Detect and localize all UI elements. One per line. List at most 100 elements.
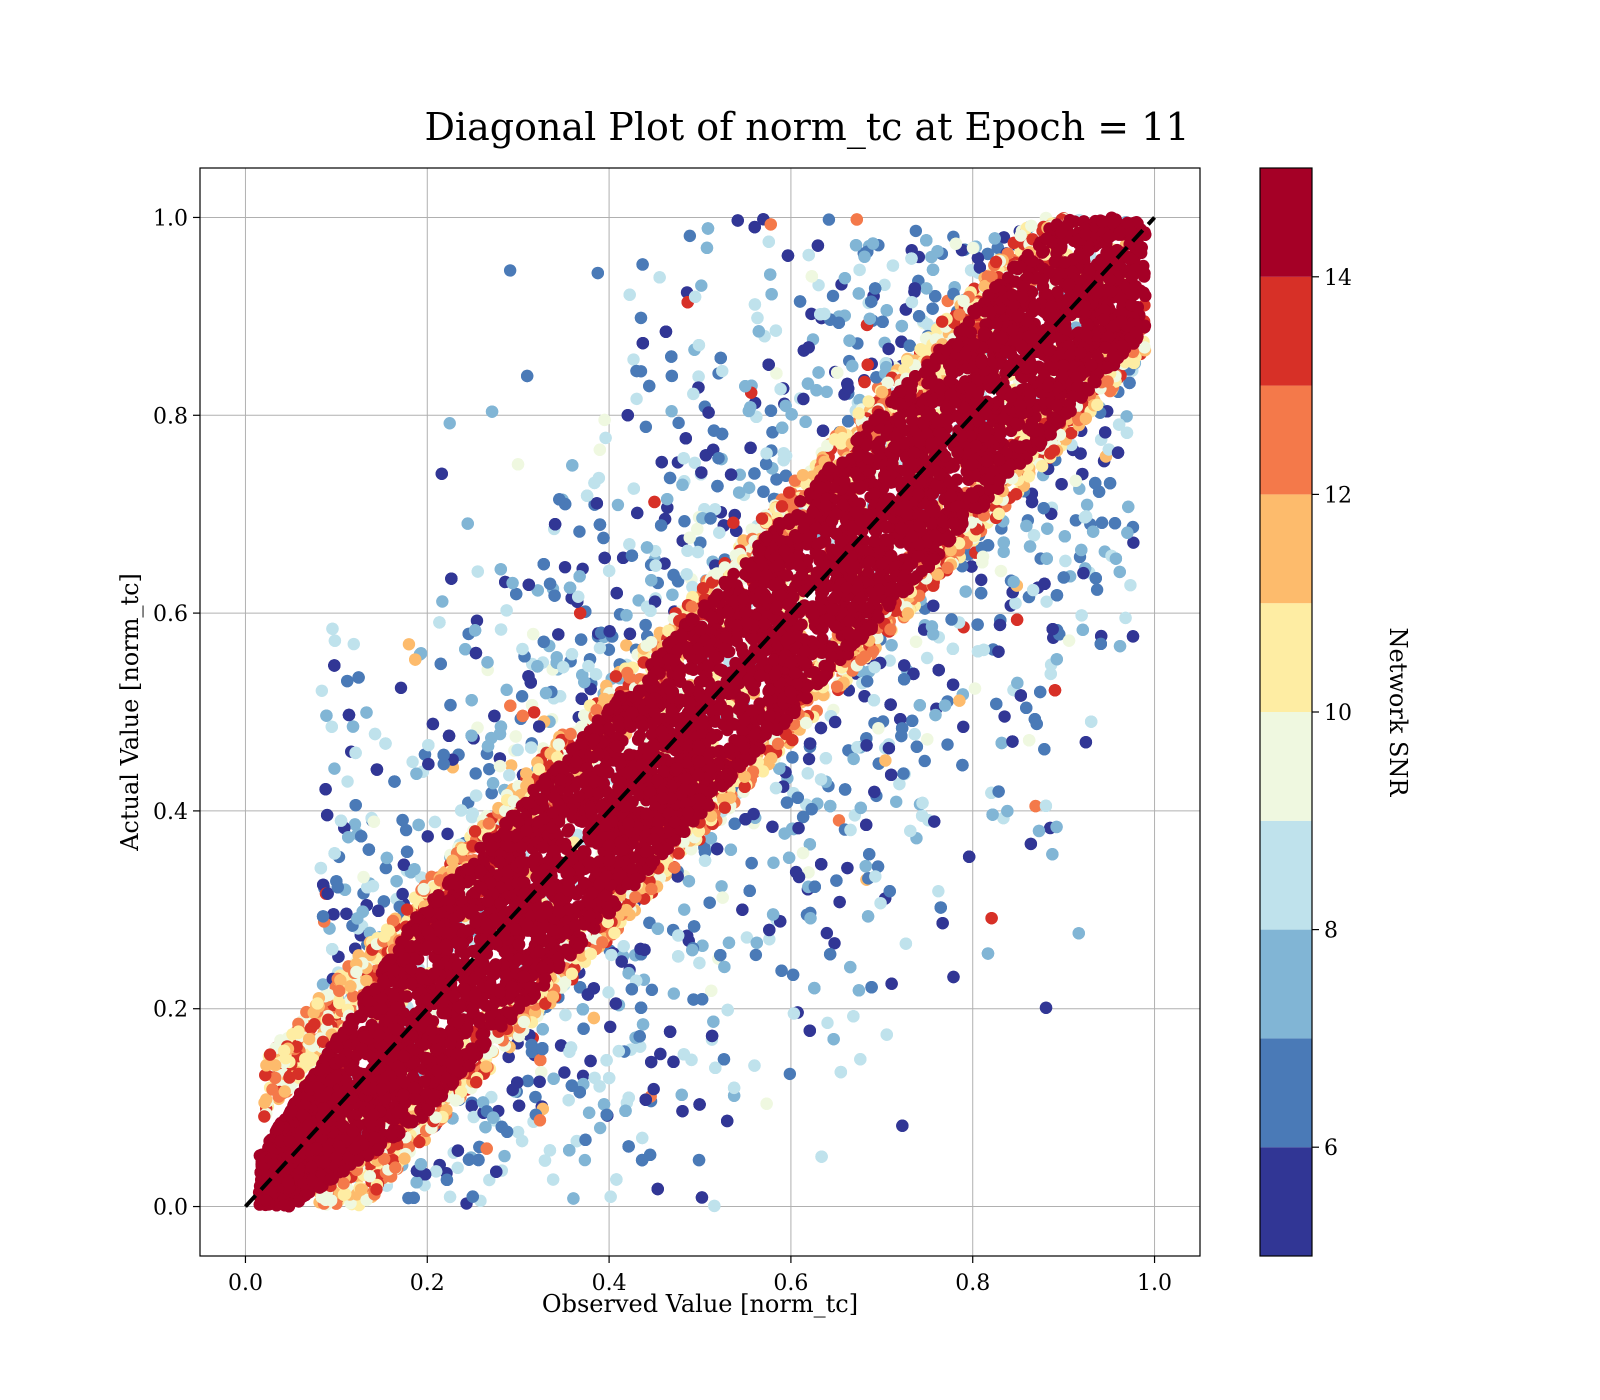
scatter-point — [632, 594, 645, 607]
scatter-point — [370, 763, 384, 776]
scatter-point — [1024, 837, 1038, 851]
scatter-point — [739, 380, 752, 393]
scatter-point — [442, 729, 456, 743]
scatter-point — [679, 432, 693, 445]
scatter-point — [1022, 734, 1036, 747]
scatter-point — [533, 1114, 547, 1127]
scatter-point — [860, 739, 873, 752]
scatter-point — [688, 290, 702, 304]
scatter-point — [931, 245, 944, 258]
scatter-point — [665, 350, 678, 363]
scatter-point — [672, 929, 685, 942]
scatter-point — [321, 887, 334, 900]
scatter-point — [1010, 613, 1024, 626]
scatter-point — [590, 497, 604, 510]
scatter-point — [546, 1173, 560, 1186]
scatter-point — [1034, 685, 1047, 699]
scatter-point — [885, 977, 898, 990]
scatter-point — [436, 595, 449, 608]
scatter-point — [461, 517, 474, 530]
scatter-point — [710, 842, 724, 856]
scatter-point — [896, 1119, 909, 1132]
scatter-point — [695, 466, 708, 479]
scatter-point — [587, 1011, 601, 1025]
scatter-point — [786, 968, 800, 982]
scatter-point — [868, 785, 881, 799]
scatter-point — [576, 1003, 590, 1016]
scatter-point — [1076, 623, 1090, 637]
scatter-point — [1048, 684, 1062, 697]
scatter-point — [865, 295, 878, 308]
scatter-point — [860, 818, 873, 832]
scatter-point — [579, 1133, 592, 1147]
scatter-point — [342, 708, 356, 722]
scatter-point — [897, 673, 911, 686]
scatter-point — [1095, 516, 1109, 529]
scatter-point — [1072, 927, 1085, 940]
scatter-point — [433, 616, 446, 629]
scatter-point — [742, 481, 756, 494]
scatter-point — [1098, 426, 1112, 439]
scatter-point — [713, 526, 726, 539]
scatter-point — [949, 237, 963, 250]
scatter-point — [526, 627, 540, 641]
scatter-point — [485, 405, 499, 418]
scatter-point — [716, 364, 729, 378]
scatter-point — [352, 671, 365, 684]
scatter-point — [522, 578, 536, 592]
scatter-point — [505, 759, 518, 772]
scatter-point — [1108, 517, 1122, 530]
scatter-point — [687, 920, 701, 933]
scatter-point — [486, 1111, 500, 1124]
scatter-point — [744, 441, 757, 455]
scatter-point — [1086, 525, 1100, 538]
scatter-point — [820, 385, 833, 399]
scatter-point — [715, 880, 728, 893]
scatter-point — [604, 1190, 617, 1203]
scatter-point — [766, 820, 779, 833]
scatter-point — [743, 884, 756, 898]
scatter-point — [770, 473, 783, 486]
scatter-point — [1025, 495, 1039, 509]
scatter-point — [751, 311, 764, 325]
scatter-point — [399, 823, 413, 837]
scatter-point — [692, 370, 705, 383]
scatter-point — [828, 937, 841, 950]
scatter-point — [1009, 597, 1022, 610]
scatter-point — [1059, 554, 1072, 568]
scatter-point — [867, 694, 881, 707]
scatter-point — [366, 879, 380, 893]
scatter-point — [895, 722, 909, 735]
scatter-point — [360, 706, 373, 719]
scatter-point — [400, 845, 414, 858]
scatter-point — [704, 512, 717, 525]
scatter-point — [814, 721, 828, 735]
scatter-point — [534, 1053, 547, 1067]
scatter-point — [655, 455, 668, 469]
scatter-point — [654, 1047, 667, 1061]
scatter-point — [852, 287, 866, 300]
scatter-point — [929, 708, 942, 722]
scatter-point — [834, 1065, 848, 1079]
scatter-point — [890, 795, 903, 808]
scatter-point — [599, 431, 612, 445]
scatter-point — [602, 986, 615, 999]
chart-title: Diagonal Plot of norm_tc at Epoch = 11 — [424, 105, 1189, 150]
scatter-point — [667, 987, 681, 1000]
scatter-point — [600, 1054, 613, 1067]
scatter-point — [832, 316, 846, 329]
scatter-point — [647, 1082, 660, 1096]
scatter-point — [396, 887, 409, 901]
scatter-point — [443, 1190, 457, 1204]
scatter-point — [465, 729, 478, 742]
scatter-point — [394, 681, 408, 695]
scatter-point — [921, 733, 934, 746]
scatter-point — [714, 948, 727, 962]
scatter-point — [823, 948, 837, 961]
scatter-point — [974, 586, 988, 600]
scatter-point — [691, 522, 704, 536]
scatter-point — [1088, 476, 1102, 490]
scatter-point — [854, 801, 867, 815]
scatter-point — [953, 694, 966, 707]
scatter-point — [410, 1176, 423, 1189]
